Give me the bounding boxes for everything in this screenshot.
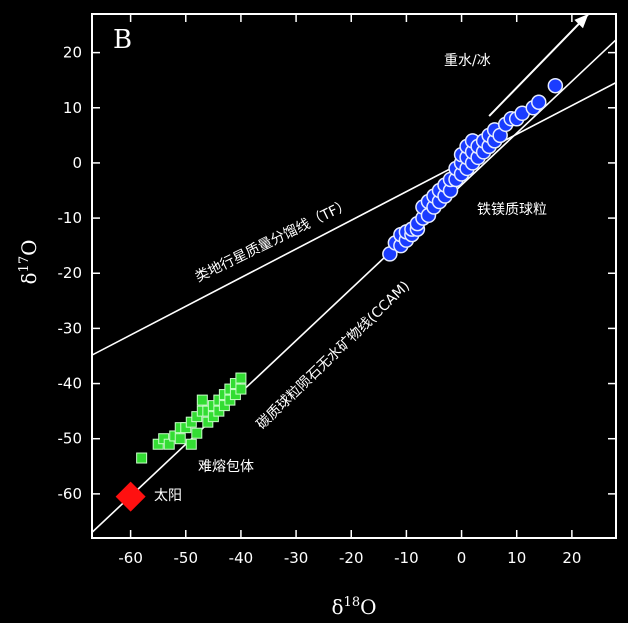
x-axis-title: δ18O bbox=[332, 595, 377, 619]
y-tick-label: 0 bbox=[72, 154, 82, 172]
refractory-inclusion-point bbox=[218, 389, 230, 401]
y-tick-label: -20 bbox=[58, 264, 83, 282]
chondrule-point bbox=[531, 94, 547, 111]
sun-point bbox=[115, 481, 146, 512]
refractory-inclusion-point bbox=[191, 411, 203, 423]
x-tick-label: -60 bbox=[118, 549, 143, 567]
heavy-water-label: 重水/冰 bbox=[444, 53, 491, 69]
x-tick-label: -10 bbox=[394, 549, 419, 567]
chondrule-point bbox=[547, 77, 564, 94]
refractory-inclusion-point bbox=[202, 405, 214, 417]
y-tick-label: -10 bbox=[58, 209, 83, 227]
refractory-inclusion-point bbox=[213, 405, 225, 417]
refractory-inclusion-point bbox=[136, 452, 148, 464]
refractory-inclusion-point bbox=[158, 433, 170, 445]
refractory-inclusion-point bbox=[152, 438, 164, 450]
y-tick-label: 20 bbox=[63, 44, 82, 62]
refractory-inclusion-point bbox=[235, 372, 247, 384]
x-tick-label: -50 bbox=[174, 549, 199, 567]
heavy-water-arrowhead bbox=[574, 14, 589, 29]
reference-lines bbox=[92, 14, 616, 533]
y-tick-label: -30 bbox=[58, 319, 83, 337]
refractory-inclusion-point bbox=[185, 438, 197, 450]
x-tick-label: -30 bbox=[284, 549, 309, 567]
tick-layer: -60 -50 -40 -30 -20 -10 0 10 20 -60 -50 -40 -30 -20 -1… bbox=[58, 14, 616, 567]
x-tick-label: -40 bbox=[229, 549, 254, 567]
refractory-inclusion-point bbox=[185, 416, 197, 428]
x-tick-label: 0 bbox=[457, 549, 467, 567]
tf-line bbox=[92, 81, 616, 356]
refractory-inclusion-point bbox=[229, 389, 241, 401]
y-tick-label: 10 bbox=[63, 99, 82, 117]
sun-label: 太阳 bbox=[154, 488, 182, 504]
x-tick-label: 10 bbox=[507, 549, 526, 567]
refractory-series-label: 难熔包体 bbox=[198, 459, 254, 475]
x-tick-label: -20 bbox=[339, 549, 364, 567]
refractory-inclusion-point bbox=[224, 394, 236, 406]
heavy-water-arrow bbox=[488, 14, 590, 117]
panel-label: B bbox=[113, 25, 132, 55]
refractory-inclusion-point bbox=[207, 400, 219, 412]
refractory-inclusion-point bbox=[180, 422, 192, 434]
refractory-inclusion-point bbox=[196, 394, 208, 406]
refractory-inclusion-point bbox=[213, 394, 225, 406]
y-tick-label: -40 bbox=[58, 375, 83, 393]
x-tick-label: 20 bbox=[562, 549, 581, 567]
chondrule-series-label: 铁镁质球粒 bbox=[477, 202, 547, 218]
refractory-inclusion-point bbox=[218, 400, 230, 412]
refractory-inclusion-point bbox=[229, 378, 241, 390]
refractory-inclusion-point bbox=[207, 411, 219, 423]
refractory-inclusion-point bbox=[202, 416, 214, 428]
refractory-inclusion-point bbox=[174, 433, 186, 445]
ccam-line bbox=[92, 39, 616, 533]
refractory-inclusion-point bbox=[235, 383, 247, 395]
y-tick-label: -50 bbox=[58, 430, 83, 448]
refractory-inclusion-point bbox=[224, 383, 236, 395]
y-axis-title: δ17O bbox=[17, 240, 41, 285]
refractory-inclusion-point bbox=[191, 427, 203, 439]
y-tick-label: -60 bbox=[58, 485, 83, 503]
data-points bbox=[115, 77, 564, 512]
refractory-inclusion-point bbox=[163, 438, 175, 450]
